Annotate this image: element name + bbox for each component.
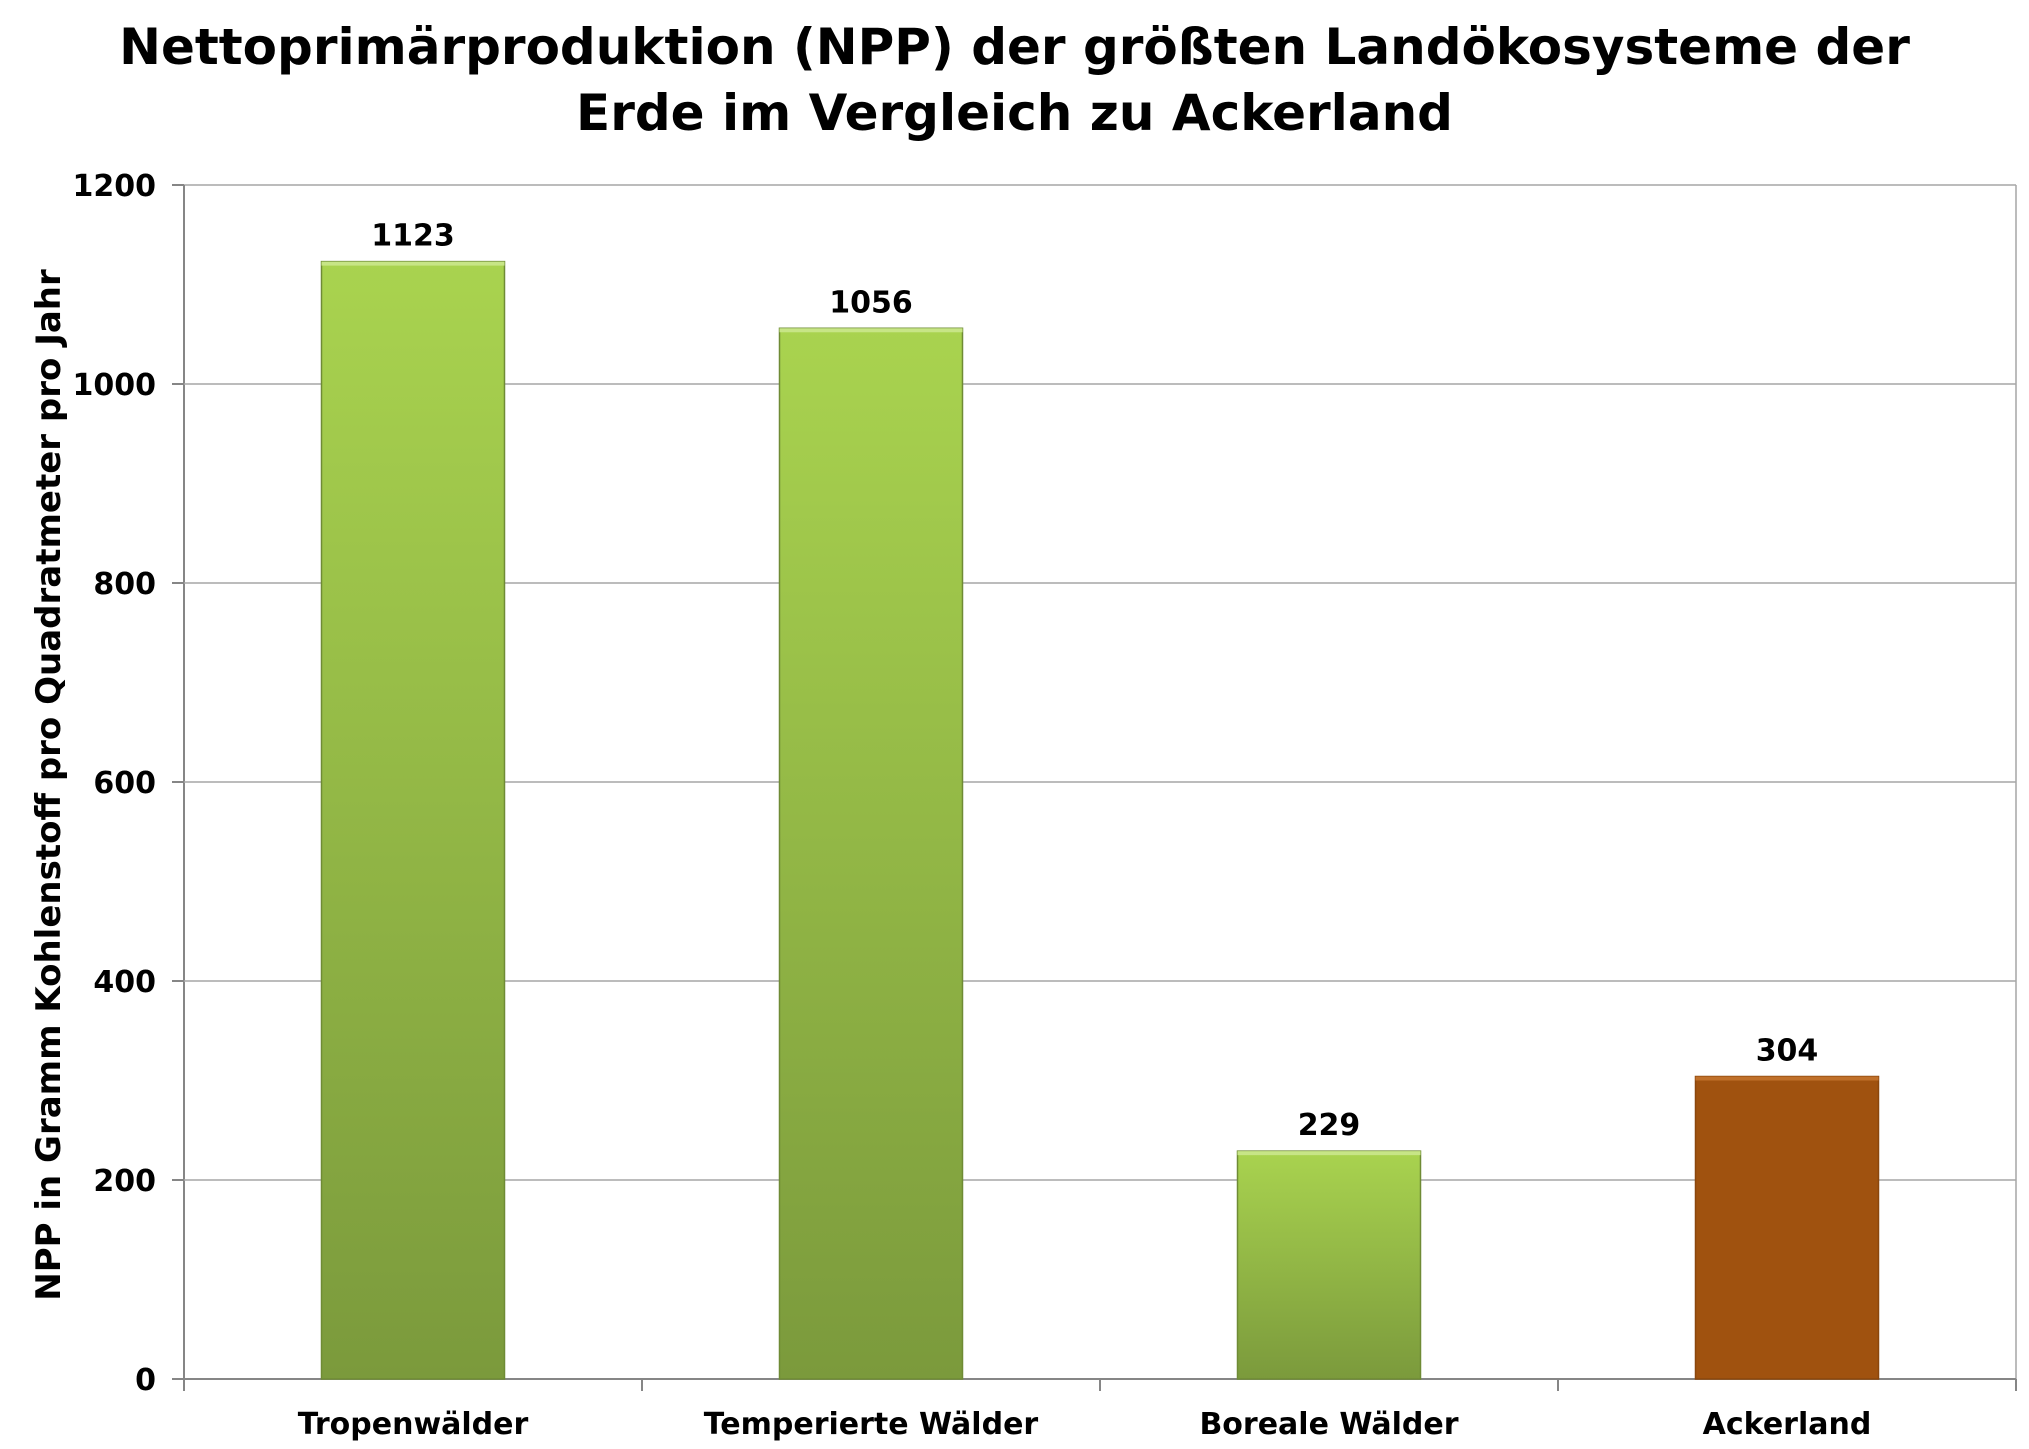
bar-tropenwälder (320, 260, 506, 1380)
data-label: 1056 (829, 285, 913, 320)
y-tick-label: 0 (135, 1363, 156, 1398)
y-axis-ticks: 0 200 400 600 800 1000 1200 (73, 169, 184, 1398)
bar-temperierte-wälder (778, 327, 964, 1380)
bar-boreale-wälder (1236, 1150, 1422, 1380)
bars: 1123 1056 229 304 (320, 219, 1880, 1380)
y-tick-label: 1200 (73, 169, 157, 204)
chart-title: Nettoprimärproduktion (NPP) der größten … (0, 14, 2029, 146)
y-tick-label: 400 (93, 965, 156, 1000)
chart-title-line-2: Erde im Vergleich zu Ackerland (576, 84, 1453, 142)
data-label: 229 (1298, 1108, 1361, 1143)
chart-title-line-1: Nettoprimärproduktion (NPP) der größten … (119, 18, 1910, 76)
y-tick-label: 800 (93, 567, 156, 602)
x-axis-labels: Tropenwälder Temperierte Wälder Boreale Wä… (298, 1407, 1872, 1442)
bar-ackerland (1694, 1075, 1880, 1380)
x-category-label: Boreale Wälder (1199, 1407, 1458, 1442)
y-tick-label: 600 (93, 766, 156, 801)
x-category-label: Tropenwälder (298, 1407, 529, 1442)
data-label: 304 (1756, 1034, 1819, 1069)
x-category-label: Temperierte Wälder (704, 1407, 1039, 1442)
bar-top-edge (1237, 1151, 1421, 1156)
bar-top-edge (779, 328, 963, 333)
x-category-label: Ackerland (1703, 1407, 1872, 1442)
y-axis-title: NPP in Gramm Kohlenstoff pro Quadratmete… (29, 269, 69, 1301)
y-tick-label: 200 (93, 1164, 156, 1199)
bar-top-edge (1695, 1076, 1879, 1081)
bar-top-edge (321, 261, 505, 266)
data-label: 1123 (371, 219, 455, 254)
y-tick-label: 1000 (73, 368, 157, 403)
